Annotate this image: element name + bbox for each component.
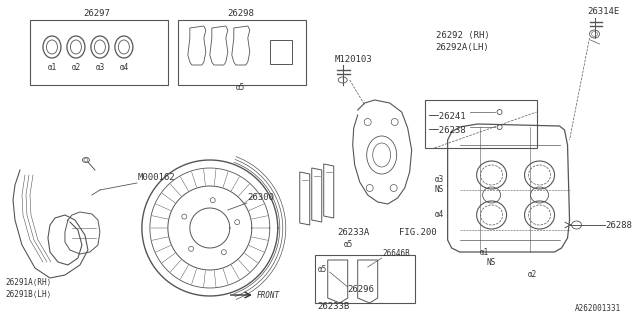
Bar	[178, 20, 306, 85]
Text: α1: α1	[47, 62, 56, 71]
Text: A262001331: A262001331	[575, 304, 621, 313]
Text: FRONT: FRONT	[257, 291, 280, 300]
Bar	[315, 255, 415, 303]
Text: 26292 ⟨RH⟩: 26292 ⟨RH⟩	[436, 31, 490, 40]
Text: α3: α3	[95, 62, 104, 71]
Text: 26233B: 26233B	[317, 302, 350, 311]
Text: α1: α1	[479, 248, 489, 257]
Text: NS: NS	[486, 258, 496, 267]
Text: α2: α2	[527, 270, 537, 279]
Bar	[270, 40, 292, 64]
Text: 26314E: 26314E	[588, 7, 620, 16]
Bar	[425, 100, 536, 148]
Text: α4: α4	[435, 210, 444, 219]
Text: ──26241: ──26241	[428, 112, 465, 121]
Text: α5: α5	[317, 265, 327, 274]
Text: NS: NS	[435, 185, 444, 194]
Text: 26233A: 26233A	[338, 228, 370, 237]
Text: 26296: 26296	[348, 285, 374, 294]
Text: 26291A⟨RH⟩: 26291A⟨RH⟩	[5, 278, 51, 287]
Bar	[30, 20, 168, 85]
Text: FIG.200: FIG.200	[399, 228, 436, 237]
Text: α5: α5	[344, 240, 353, 249]
Text: 26297: 26297	[83, 9, 110, 18]
Text: α2: α2	[71, 62, 81, 71]
Text: 26292A⟨LH⟩: 26292A⟨LH⟩	[436, 43, 490, 52]
Text: M000162: M000162	[138, 173, 175, 182]
Text: 26291B⟨LH⟩: 26291B⟨LH⟩	[5, 290, 51, 299]
Text: ──26238: ──26238	[428, 126, 465, 135]
Text: 26298: 26298	[227, 9, 254, 18]
Text: M120103: M120103	[335, 55, 372, 64]
Text: 26288: 26288	[605, 220, 632, 229]
Text: α5: α5	[236, 83, 245, 92]
Text: α4: α4	[119, 62, 129, 71]
Text: α3: α3	[435, 175, 444, 184]
Text: 26300: 26300	[248, 193, 275, 202]
Text: 26646B: 26646B	[383, 249, 410, 258]
